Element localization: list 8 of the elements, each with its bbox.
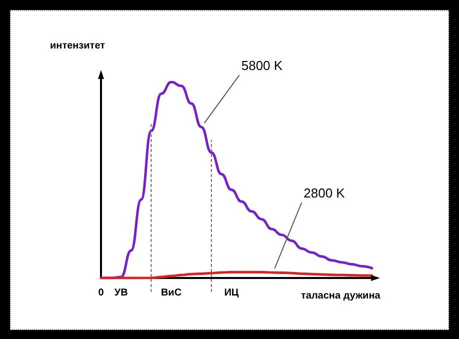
y-axis-title: интензитет xyxy=(50,40,106,52)
x-tick-label: ВиС xyxy=(160,288,182,298)
text: 5800 K xyxy=(241,58,283,74)
text: 2800 K xyxy=(304,186,346,201)
x-tick-label: ИЦ xyxy=(224,288,240,298)
x-tick-label: УВ xyxy=(114,288,128,298)
x-tick-label: 0 xyxy=(98,288,104,298)
x-axis-title: таласна дужина xyxy=(301,290,381,302)
